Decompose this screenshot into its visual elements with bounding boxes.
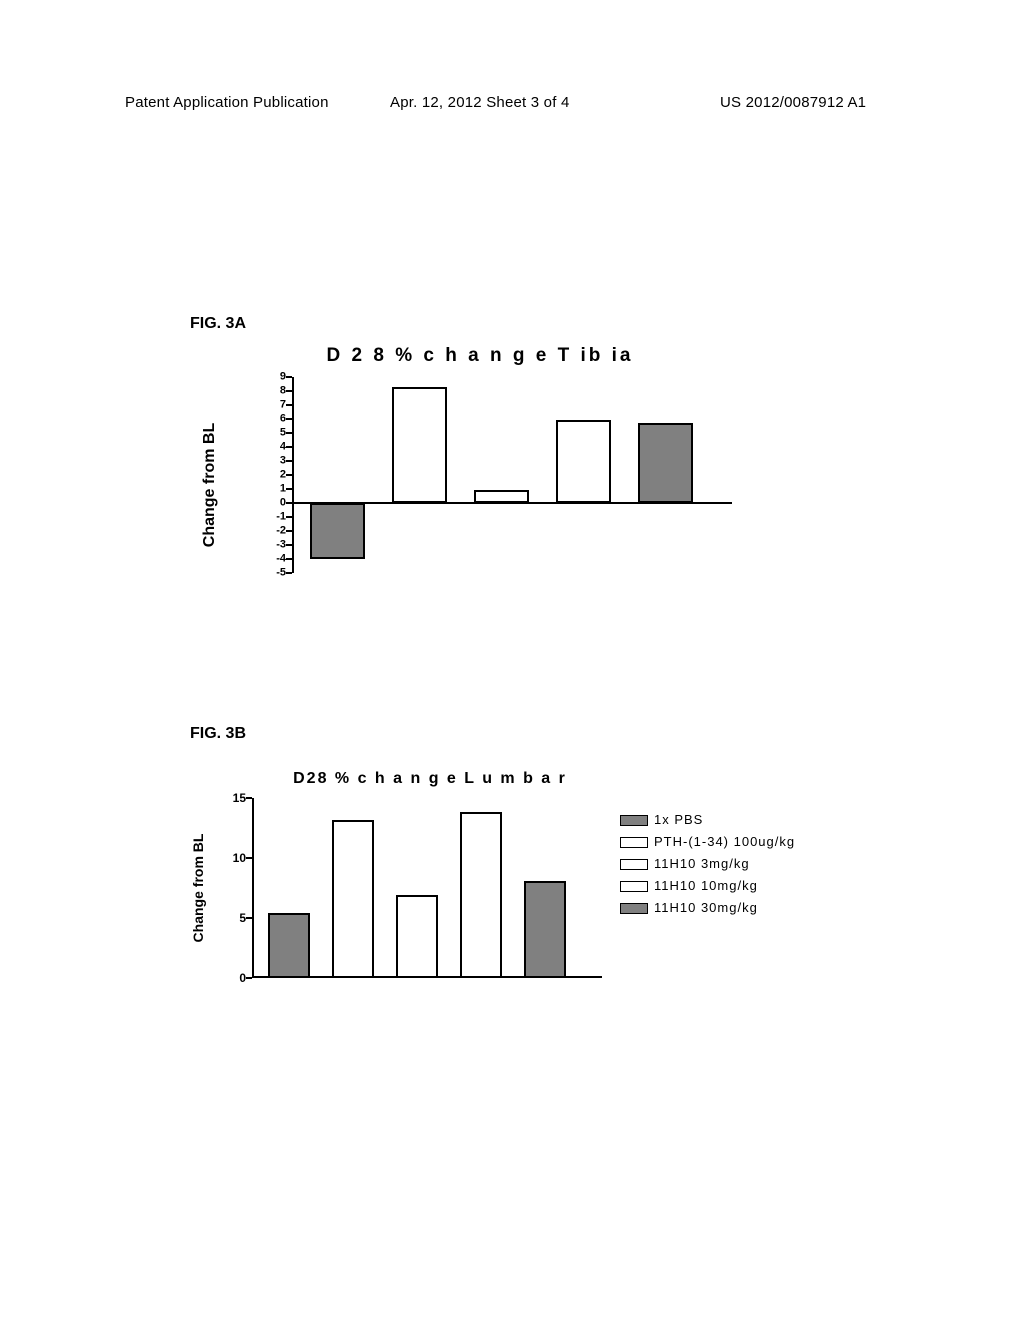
chart-a-tick <box>286 404 292 406</box>
chart-b-tick-label: 0 <box>239 972 246 984</box>
legend-item: 11H10 30mg/kg <box>620 898 795 918</box>
header-right: US 2012/0087912 A1 <box>720 94 866 111</box>
chart-a-bar <box>392 387 447 503</box>
chart-a-tick-label: -2 <box>276 526 286 537</box>
chart-b-bar <box>268 913 310 978</box>
chart-a-ylabel: Change from BL <box>201 423 219 547</box>
chart-a-bar <box>638 423 693 503</box>
chart-a-tick <box>286 376 292 378</box>
chart-a-tick-label: 7 <box>280 400 286 411</box>
chart-a-bar <box>310 503 365 559</box>
chart-b-plot: 051015 <box>252 798 592 978</box>
chart-a-tick <box>286 530 292 532</box>
chart-a-tick-label: 8 <box>280 386 286 397</box>
header-middle: Apr. 12, 2012 Sheet 3 of 4 <box>390 94 570 111</box>
chart-b-y-axis <box>252 798 254 978</box>
chart-a-tick <box>286 460 292 462</box>
legend: 1x PBSPTH-(1-34) 100ug/kg11H10 3mg/kg11H… <box>620 810 795 920</box>
chart-a-tick-label: -1 <box>276 512 286 523</box>
chart-b-title: D28 % c h a n g e L u m b a r <box>260 770 600 788</box>
chart-a-tick <box>286 446 292 448</box>
chart-a-y-axis <box>292 377 294 573</box>
page: Patent Application Publication Apr. 12, … <box>0 0 1024 1320</box>
chart-a-tick <box>286 432 292 434</box>
legend-swatch <box>620 859 648 870</box>
legend-label: PTH-(1-34) 100ug/kg <box>654 832 795 852</box>
chart-a-tick-label: -5 <box>276 568 286 579</box>
legend-swatch <box>620 837 648 848</box>
chart-a-tick-label: -4 <box>276 554 286 565</box>
legend-swatch <box>620 903 648 914</box>
chart-a-tick <box>286 488 292 490</box>
chart-b-ylabel: Change from BL <box>190 834 206 943</box>
chart-b-bar <box>524 881 566 978</box>
chart-a-title: D 2 8 % c h a n g e T ib ia <box>220 345 740 367</box>
chart-a-tick <box>286 572 292 574</box>
chart-a-tick <box>286 390 292 392</box>
chart-b-bar <box>396 895 438 978</box>
chart-b-bar <box>332 820 374 978</box>
chart-a-tick-label: 4 <box>280 442 286 453</box>
chart-a-tick <box>286 474 292 476</box>
chart-b-bar <box>460 812 502 978</box>
chart-b-tick <box>246 797 252 799</box>
legend-label: 1x PBS <box>654 810 703 830</box>
chart-a: D 2 8 % c h a n g e T ib ia -5-4-3-2-101… <box>220 345 740 625</box>
chart-a-tick-label: 0 <box>280 498 286 509</box>
chart-a-tick <box>286 558 292 560</box>
chart-a-tick-label: 1 <box>280 484 286 495</box>
legend-swatch <box>620 815 648 826</box>
legend-swatch <box>620 881 648 892</box>
chart-a-tick <box>286 418 292 420</box>
legend-item: PTH-(1-34) 100ug/kg <box>620 832 795 852</box>
legend-label: 11H10 30mg/kg <box>654 898 758 918</box>
legend-label: 11H10 3mg/kg <box>654 854 750 874</box>
chart-a-bar <box>556 420 611 503</box>
chart-a-tick-label: 2 <box>280 470 286 481</box>
legend-item: 11H10 3mg/kg <box>620 854 795 874</box>
chart-a-bar <box>474 490 529 503</box>
chart-b-tick <box>246 857 252 859</box>
header-left: Patent Application Publication <box>125 94 329 111</box>
chart-b: D28 % c h a n g e L u m b a r 051015 Cha… <box>180 770 860 1010</box>
figure-label-3b: FIG. 3B <box>190 725 246 743</box>
chart-a-tick <box>286 516 292 518</box>
chart-b-tick-label: 15 <box>233 792 246 804</box>
chart-a-tick-label: 3 <box>280 456 286 467</box>
chart-a-tick-label: 9 <box>280 372 286 383</box>
chart-b-tick-label: 5 <box>239 912 246 924</box>
chart-a-tick <box>286 502 292 504</box>
legend-label: 11H10 10mg/kg <box>654 876 758 896</box>
chart-b-tick <box>246 917 252 919</box>
chart-a-tick-label: 6 <box>280 414 286 425</box>
figure-label-3a: FIG. 3A <box>190 315 246 333</box>
chart-b-tick <box>246 977 252 979</box>
chart-a-tick-label: 5 <box>280 428 286 439</box>
chart-a-tick-label: -3 <box>276 540 286 551</box>
chart-b-tick-label: 10 <box>233 852 246 864</box>
legend-item: 11H10 10mg/kg <box>620 876 795 896</box>
chart-a-plot: -5-4-3-2-10123456789 <box>292 377 722 573</box>
legend-item: 1x PBS <box>620 810 795 830</box>
chart-a-tick <box>286 544 292 546</box>
